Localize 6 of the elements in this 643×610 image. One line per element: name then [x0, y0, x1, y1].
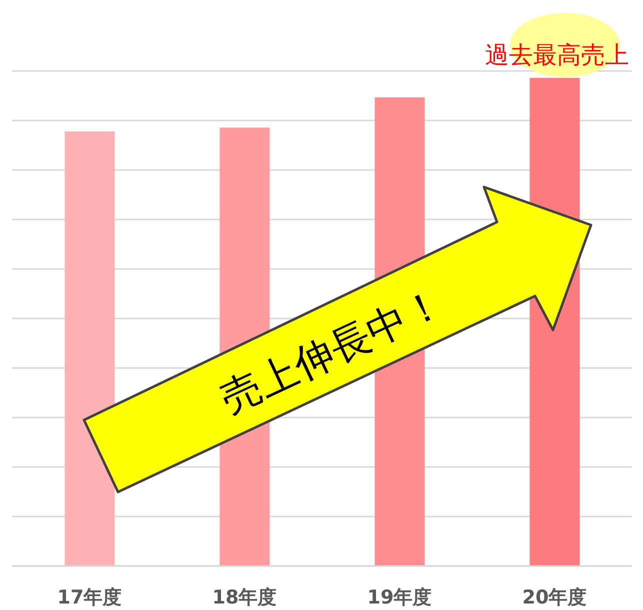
text: 過去最高売上 [485, 41, 629, 69]
x-tick-label: 18年度 [212, 586, 277, 608]
x-tick-label: 19年度 [367, 586, 432, 608]
annotation: 売上伸長中！ [214, 280, 451, 423]
x-tick-label: 17年度 [57, 586, 122, 608]
x-tick-label: 20年度 [522, 586, 587, 608]
